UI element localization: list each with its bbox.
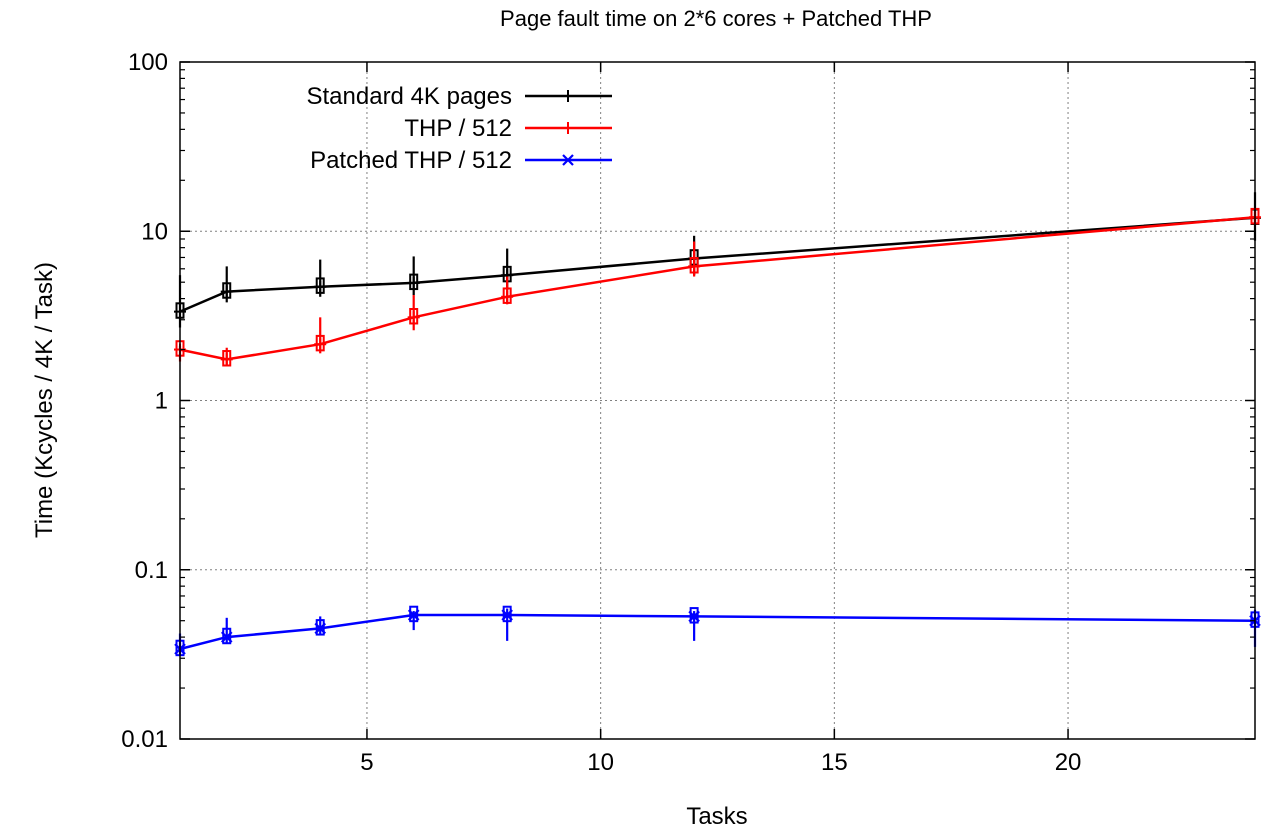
chart-title: Page fault time on 2*6 cores + Patched T… — [500, 6, 932, 31]
box-marker — [689, 257, 699, 274]
legend-label: Patched THP / 512 — [310, 147, 512, 174]
y-tick-label: 1 — [155, 388, 168, 415]
data-point — [314, 622, 326, 635]
legend-marker — [562, 122, 574, 134]
box-marker — [222, 627, 232, 645]
ticks: 0.01 0.1 1 10 100 5 10 15 20 — [121, 49, 1255, 776]
legend: Standard 4K pages THP / 512 Patched THP / … — [307, 83, 612, 174]
box-marker — [689, 607, 699, 624]
x-tick-label: 15 — [821, 749, 848, 776]
legend-item: Patched THP / 512 — [310, 147, 612, 174]
y-tick-label: 0.01 — [121, 726, 168, 753]
data-point — [407, 311, 420, 324]
data-point — [688, 610, 700, 623]
data-point — [501, 609, 513, 621]
legend-item: THP / 512 — [404, 115, 612, 142]
y-tick-label: 100 — [128, 49, 168, 76]
box-marker — [409, 308, 419, 325]
data-point — [314, 338, 327, 351]
legend-item: Standard 4K pages — [307, 83, 612, 110]
box-marker — [502, 605, 512, 623]
y-tick-label: 10 — [141, 218, 168, 245]
data-point — [407, 276, 420, 289]
x-tick-label: 5 — [360, 749, 373, 776]
x-tick-label: 10 — [587, 749, 614, 776]
box-marker — [315, 619, 325, 636]
box-marker — [502, 287, 512, 304]
legend-marker — [562, 154, 574, 166]
series-thp-512 — [174, 207, 1261, 367]
box-marker — [315, 334, 325, 352]
data-point — [220, 631, 233, 643]
y-axis-title: Time (Kcycles / 4K / Task) — [31, 262, 58, 538]
box-marker — [315, 277, 325, 294]
data-point — [688, 260, 701, 273]
data-point — [314, 280, 327, 293]
box-marker — [222, 350, 232, 367]
y-tick-label: 0.1 — [135, 557, 168, 584]
data-point — [220, 285, 233, 298]
x-axis-title: Tasks — [686, 803, 747, 830]
legend-label: THP / 512 — [404, 115, 512, 142]
box-marker — [409, 605, 419, 623]
data-point — [407, 609, 420, 621]
box-marker — [222, 282, 232, 299]
legend-label: Standard 4K pages — [307, 83, 513, 110]
data-point — [220, 353, 233, 366]
legend-marker — [562, 90, 574, 102]
box-marker — [409, 273, 419, 291]
x-tick-label: 20 — [1055, 749, 1082, 776]
data-point — [501, 290, 514, 303]
